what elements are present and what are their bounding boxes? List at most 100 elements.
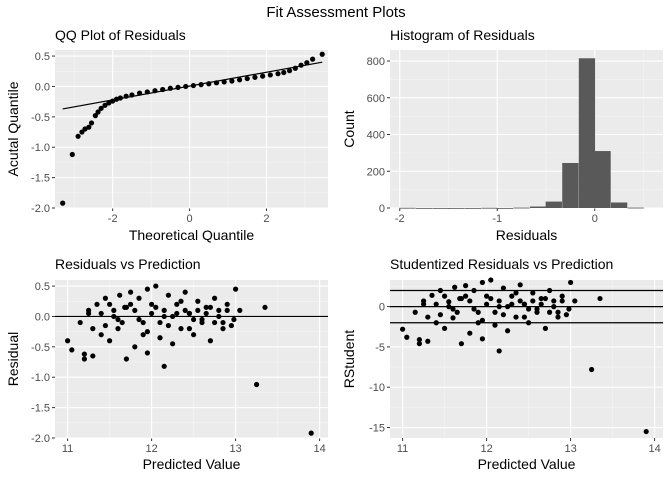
data-point <box>267 72 273 78</box>
data-point <box>252 74 258 80</box>
x-tick-label: 0 <box>187 213 193 225</box>
data-point <box>128 289 134 295</box>
data-point <box>463 293 469 299</box>
data-point <box>416 337 422 343</box>
x-tick-label: 14 <box>648 443 660 455</box>
data-point <box>568 279 574 286</box>
data-point <box>149 310 155 317</box>
data-point <box>551 304 557 310</box>
data-point <box>92 113 98 119</box>
data-point <box>475 320 481 326</box>
data-point <box>212 295 218 301</box>
data-point <box>186 310 192 317</box>
data-point <box>69 347 75 353</box>
figure-title: Fit Assessment Plots <box>266 4 405 21</box>
data-point <box>136 90 143 96</box>
data-point <box>86 307 92 313</box>
x-tick-label: -2 <box>108 213 118 225</box>
data-point <box>129 92 135 98</box>
y-tick-label: 0.5 <box>35 281 50 293</box>
data-point <box>153 283 159 289</box>
data-point <box>167 85 173 91</box>
data-point <box>69 151 75 158</box>
x-tick-label: 0 <box>592 213 598 225</box>
data-point <box>175 84 181 90</box>
data-point <box>281 69 287 76</box>
data-point <box>161 363 167 369</box>
y-tick-label: 0 <box>379 302 385 314</box>
data-point <box>458 295 464 302</box>
data-point <box>400 326 406 332</box>
data-point <box>224 301 230 307</box>
data-point <box>416 341 422 347</box>
data-point <box>292 65 298 71</box>
data-point <box>60 200 66 206</box>
data-point <box>178 326 184 332</box>
y-tick-label: -10 <box>369 382 385 394</box>
data-point <box>190 82 197 89</box>
data-point <box>505 328 511 334</box>
data-point <box>144 329 150 335</box>
data-point <box>509 301 515 307</box>
data-point <box>224 307 230 313</box>
data-point <box>203 310 209 317</box>
data-point <box>446 304 452 310</box>
data-point <box>547 287 553 294</box>
data-point <box>521 314 528 320</box>
data-point <box>231 316 237 323</box>
histogram-bar <box>481 207 498 209</box>
data-point <box>563 312 570 318</box>
data-point <box>463 283 469 289</box>
panel-title: Studentized Residuals vs Prediction <box>390 256 613 272</box>
histogram-bar <box>399 207 416 209</box>
panel-3: Residuals vs Prediction 11 12 13 14 -2.0 -1.5 -… <box>5 256 328 472</box>
panel-title: Histogram of Residuals <box>390 27 535 43</box>
data-point <box>132 307 138 313</box>
data-point <box>505 304 511 310</box>
data-point <box>442 325 448 331</box>
data-point <box>88 120 95 126</box>
data-point <box>213 80 220 86</box>
data-point <box>479 336 485 342</box>
data-point <box>538 295 544 302</box>
data-point <box>233 286 239 292</box>
data-point <box>195 298 201 304</box>
x-tick-label: 12 <box>480 443 492 455</box>
data-point <box>160 86 166 93</box>
y-tick-label: 0.0 <box>35 311 50 323</box>
data-point <box>198 82 204 88</box>
x-axis-label: Theoretical Quantile <box>129 227 255 243</box>
histogram-bar <box>627 207 644 209</box>
data-point <box>452 284 458 290</box>
data-point <box>412 309 418 315</box>
data-point <box>597 295 603 302</box>
data-point <box>236 77 243 83</box>
data-point <box>421 298 427 304</box>
data-point <box>86 124 92 130</box>
data-point <box>174 301 180 307</box>
histogram-bar <box>530 206 547 208</box>
data-point <box>140 332 146 338</box>
y-axis-label: Residual <box>5 332 21 386</box>
data-point <box>425 314 431 320</box>
y-axis-label: Acutal Quantile <box>5 81 21 176</box>
data-point <box>77 319 83 326</box>
data-point <box>555 314 561 320</box>
data-point <box>117 292 123 298</box>
x-tick-label: -1 <box>492 213 502 225</box>
data-point <box>521 301 528 307</box>
data-point <box>102 322 108 329</box>
data-point <box>454 309 460 315</box>
data-point <box>119 319 125 326</box>
data-point <box>149 301 155 307</box>
data-point <box>111 307 117 313</box>
data-point <box>479 317 485 323</box>
data-point <box>500 312 506 318</box>
y-tick-label: 800 <box>367 56 385 68</box>
data-point <box>517 282 523 288</box>
y-tick-label: -1.5 <box>31 403 50 415</box>
x-axis-label: Residuals <box>496 227 557 243</box>
data-point <box>429 292 435 298</box>
data-point <box>132 344 138 350</box>
data-point <box>559 298 565 304</box>
